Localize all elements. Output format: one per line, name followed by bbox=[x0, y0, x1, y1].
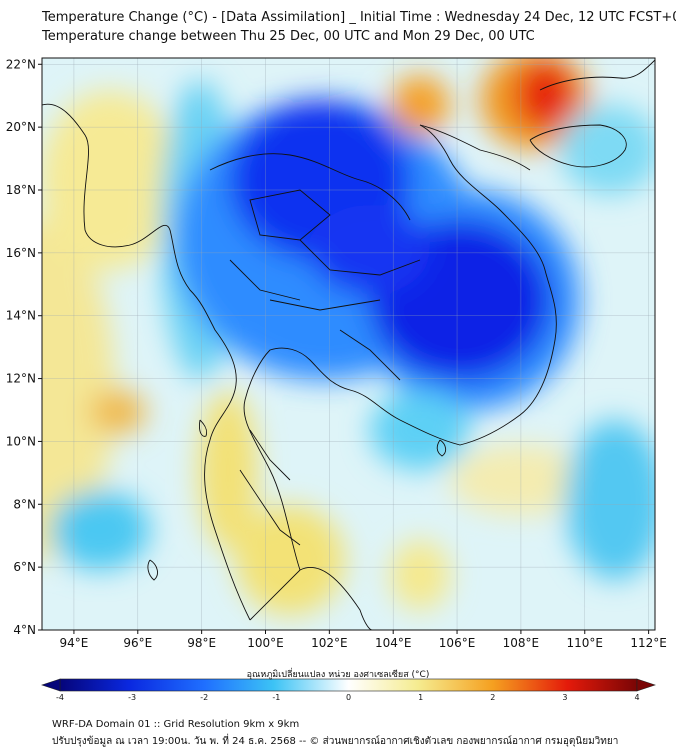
lat-tick-label: 4°N bbox=[13, 623, 36, 637]
lon-tick-label: 98°E bbox=[187, 636, 216, 650]
islands bbox=[147, 419, 447, 581]
chart-title: Temperature Change (°C) - [Data Assimila… bbox=[42, 10, 676, 25]
lat-tick-label: 18°N bbox=[6, 183, 36, 197]
lon-tick-label: 102°E bbox=[311, 636, 348, 650]
lon-tick-label: 106°E bbox=[439, 636, 476, 650]
latitude-axis: 22°N 20°N 18°N 16°N 14°N 12°N 10°N 8°N 6°N 4°N bbox=[6, 57, 42, 637]
coastlines-borders bbox=[42, 59, 655, 630]
chart-subtitle: Temperature change between Thu 25 Dec, 0… bbox=[42, 29, 535, 44]
lat-tick-label: 12°N bbox=[6, 372, 36, 386]
colorbar-tick-label: -3 bbox=[128, 693, 136, 702]
lat-tick-label: 8°N bbox=[13, 497, 36, 511]
longitude-axis: 94°E 96°E 98°E 100°E 102°E 104°E 106°E 108°E 110… bbox=[59, 630, 667, 650]
colorbar-tick-label: 1 bbox=[418, 693, 423, 702]
lon-tick-label: 100°E bbox=[247, 636, 284, 650]
colorbar-tick-label: 4 bbox=[634, 693, 639, 702]
lat-tick-label: 22°N bbox=[6, 57, 36, 71]
colorbar-label: อุณหภูมิเปลี่ยนแปลง หน่วย องศาเซลเซียส (… bbox=[246, 670, 430, 680]
footer-model-info: WRF-DA Domain 01 :: Grid Resolution 9km … bbox=[52, 719, 300, 730]
colorbar-tick-label: 3 bbox=[562, 693, 567, 702]
colorbar-tick-label: 2 bbox=[490, 693, 495, 702]
lon-tick-label: 94°E bbox=[59, 636, 88, 650]
map-gridlines bbox=[42, 58, 655, 630]
colorbar-ticks: -4 -3 -2 -1 0 1 2 3 4 bbox=[56, 693, 640, 702]
colorbar-max-arrow bbox=[636, 678, 656, 692]
lat-tick-label: 20°N bbox=[6, 120, 36, 134]
thai-boundaries bbox=[209, 153, 421, 546]
lat-tick-label: 10°N bbox=[6, 434, 36, 448]
lat-tick-label: 14°N bbox=[6, 309, 36, 323]
lon-tick-label: 110°E bbox=[567, 636, 604, 650]
coastline-myanmar bbox=[42, 103, 251, 621]
footer-credit: ปรับปรุงข้อมูล ณ เวลา 19:00น. วัน พ. ที่… bbox=[52, 736, 619, 747]
coastline-gulf-thailand bbox=[243, 124, 557, 630]
lon-tick-label: 112°E bbox=[630, 636, 667, 650]
field-blobs bbox=[42, 58, 655, 615]
coastline-south-china bbox=[419, 59, 655, 171]
lat-tick-label: 6°N bbox=[13, 560, 36, 574]
temperature-field bbox=[42, 58, 655, 630]
colorbar: -4 -3 -2 -1 0 1 2 3 4 bbox=[41, 678, 656, 702]
lat-tick-label: 16°N bbox=[6, 246, 36, 260]
colorbar-min-arrow bbox=[41, 678, 61, 692]
colorbar-tick-label: -2 bbox=[200, 693, 208, 702]
colorbar-tick-label: -1 bbox=[272, 693, 280, 702]
lon-tick-label: 108°E bbox=[503, 636, 540, 650]
colorbar-tick-label: 0 bbox=[346, 693, 351, 702]
colorbar-tick-label: -4 bbox=[56, 693, 64, 702]
lon-tick-label: 96°E bbox=[123, 636, 152, 650]
map-frame bbox=[41, 57, 656, 631]
lon-tick-label: 104°E bbox=[375, 636, 412, 650]
